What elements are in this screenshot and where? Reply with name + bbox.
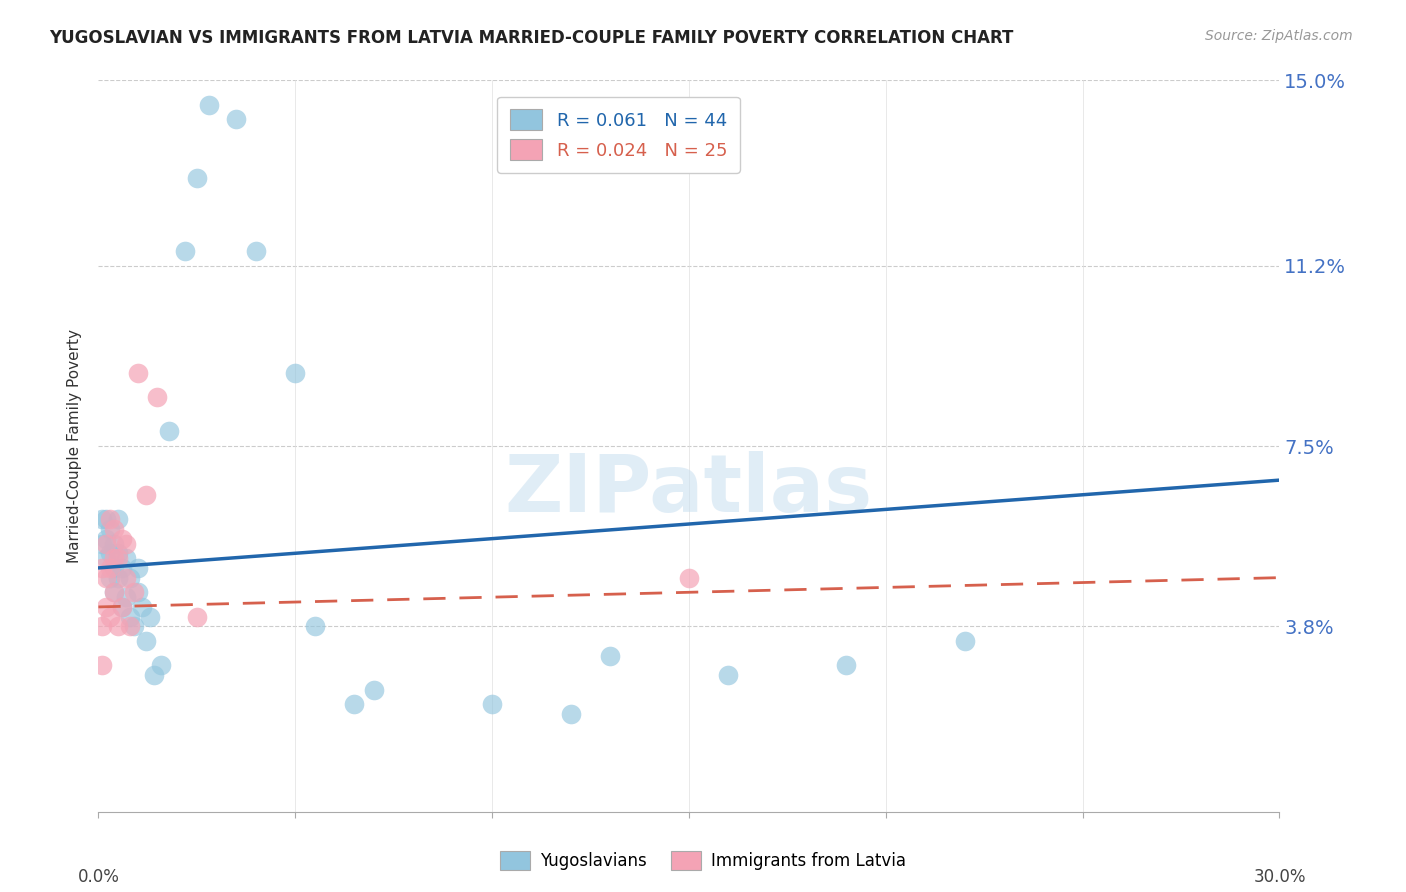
Point xyxy=(96,536,118,550)
Point xyxy=(107,619,129,633)
Point xyxy=(115,551,138,566)
Point xyxy=(304,619,326,633)
Point xyxy=(245,244,267,258)
Point xyxy=(135,634,157,648)
Point xyxy=(127,561,149,575)
Text: 30.0%: 30.0% xyxy=(1253,868,1306,886)
Point xyxy=(103,585,125,599)
Point xyxy=(363,682,385,697)
Point xyxy=(111,599,134,614)
Point xyxy=(717,668,740,682)
Point xyxy=(96,551,118,566)
Point xyxy=(96,532,118,546)
Point xyxy=(96,571,118,585)
Point xyxy=(111,561,134,575)
Point xyxy=(122,585,145,599)
Text: 0.0%: 0.0% xyxy=(77,868,120,886)
Point xyxy=(103,551,125,566)
Text: ZIPatlas: ZIPatlas xyxy=(505,450,873,529)
Text: Source: ZipAtlas.com: Source: ZipAtlas.com xyxy=(1205,29,1353,43)
Point xyxy=(96,599,118,614)
Point xyxy=(96,512,118,526)
Point xyxy=(111,599,134,614)
Point xyxy=(115,590,138,604)
Point xyxy=(91,512,114,526)
Legend: R = 0.061   N = 44, R = 0.024   N = 25: R = 0.061 N = 44, R = 0.024 N = 25 xyxy=(498,96,740,173)
Point xyxy=(107,512,129,526)
Point xyxy=(103,561,125,575)
Point xyxy=(107,546,129,560)
Point xyxy=(150,658,173,673)
Point xyxy=(98,546,121,560)
Point xyxy=(157,425,180,439)
Point xyxy=(103,585,125,599)
Point xyxy=(835,658,858,673)
Point xyxy=(481,698,503,712)
Point xyxy=(115,571,138,585)
Point xyxy=(560,707,582,722)
Point xyxy=(98,522,121,536)
Point xyxy=(174,244,197,258)
Point xyxy=(146,390,169,404)
Point xyxy=(678,571,700,585)
Point xyxy=(98,561,121,575)
Point xyxy=(91,658,114,673)
Point xyxy=(225,112,247,127)
Point xyxy=(98,571,121,585)
Point xyxy=(122,619,145,633)
Point xyxy=(118,609,141,624)
Point xyxy=(91,561,114,575)
Point xyxy=(115,536,138,550)
Point xyxy=(98,512,121,526)
Legend: Yugoslavians, Immigrants from Latvia: Yugoslavians, Immigrants from Latvia xyxy=(494,844,912,877)
Point xyxy=(103,536,125,550)
Point xyxy=(98,609,121,624)
Point xyxy=(107,551,129,566)
Point xyxy=(599,648,621,663)
Point xyxy=(186,609,208,624)
Point xyxy=(186,170,208,185)
Point xyxy=(138,609,160,624)
Point xyxy=(131,599,153,614)
Point xyxy=(118,571,141,585)
Point xyxy=(91,536,114,550)
Point xyxy=(953,634,976,648)
Point xyxy=(142,668,165,682)
Point xyxy=(91,619,114,633)
Point xyxy=(197,97,219,112)
Point xyxy=(103,522,125,536)
Point xyxy=(111,532,134,546)
Point xyxy=(135,488,157,502)
Point xyxy=(118,619,141,633)
Text: YUGOSLAVIAN VS IMMIGRANTS FROM LATVIA MARRIED-COUPLE FAMILY POVERTY CORRELATION : YUGOSLAVIAN VS IMMIGRANTS FROM LATVIA MA… xyxy=(49,29,1014,46)
Point xyxy=(284,366,307,380)
Point xyxy=(107,571,129,585)
Point xyxy=(127,366,149,380)
Point xyxy=(127,585,149,599)
Y-axis label: Married-Couple Family Poverty: Married-Couple Family Poverty xyxy=(67,329,83,563)
Point xyxy=(343,698,366,712)
